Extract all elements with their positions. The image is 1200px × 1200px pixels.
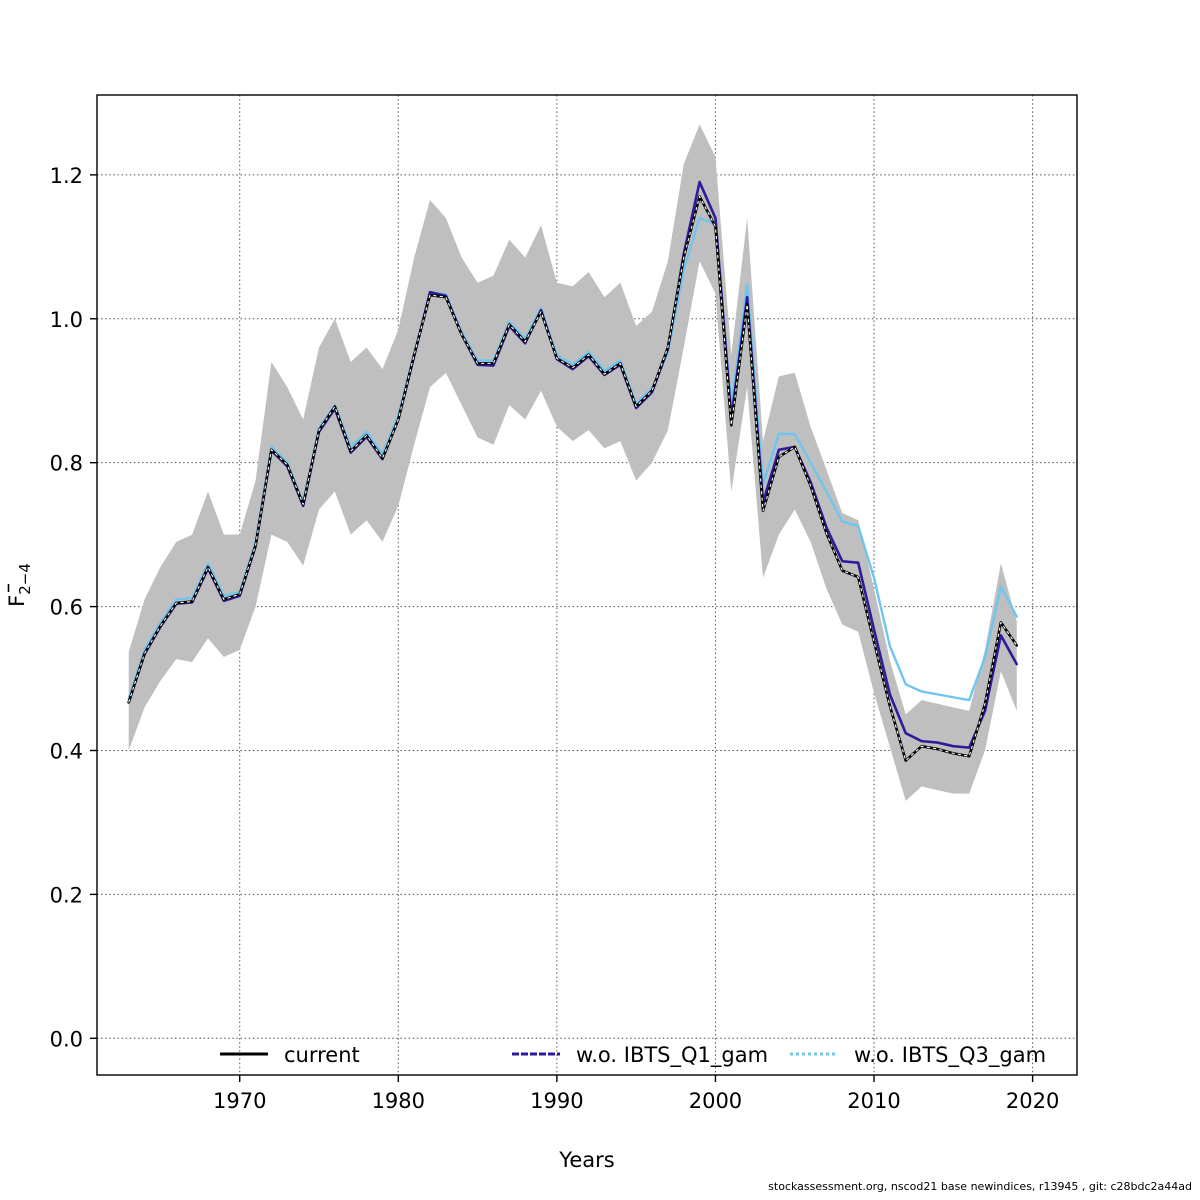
legend-label-3: w.o. IBTS_Q3_gam — [854, 1043, 1046, 1068]
y-tick-label: 0.6 — [50, 596, 83, 620]
series-group — [127, 180, 1019, 762]
x-tick-label: 2010 — [847, 1089, 900, 1113]
axis-frame-group — [96, 94, 1078, 1076]
x-axis-title: Years — [558, 1148, 614, 1172]
axis-labels-group: Years F2−4 stockassessment.org, nscod21 ba… — [5, 563, 1192, 1193]
legend-label-1: current — [284, 1043, 360, 1067]
series-line-w-o-ibts-q3-gam — [127, 216, 1018, 702]
series-line-current-dash-overlay — [128, 195, 1018, 762]
y-tick-label: 1.2 — [50, 164, 83, 188]
y-axis-title: F2−4 — [5, 563, 34, 607]
x-tick-label: 1990 — [530, 1089, 583, 1113]
y-axis-title-text: F2−4 — [5, 563, 34, 607]
tick-group: 0.0 0.2 0.4 0.6 0.8 1.0 1.2 1970 1980 1990 2000 201… — [50, 164, 1060, 1113]
confidence-interval-band — [128, 124, 1017, 801]
confidence-band-group — [128, 124, 1017, 801]
legend-label-2: w.o. IBTS_Q1_gam — [576, 1043, 768, 1068]
x-tick-label: 1980 — [372, 1089, 425, 1113]
x-tick-label: 2000 — [689, 1089, 742, 1113]
y-axis-title-base: F — [5, 595, 29, 607]
axes-frame — [96, 94, 1078, 1076]
y-axis-title-subscript: 2−4 — [16, 563, 34, 595]
y-tick-label: 0.2 — [50, 883, 83, 907]
figure-caption: stockassessment.org, nscod21 base newind… — [768, 1180, 1192, 1193]
y-tick-label: 0.0 — [50, 1027, 83, 1051]
y-tick-label: 1.0 — [50, 308, 83, 332]
y-tick-label: 0.8 — [50, 452, 83, 476]
x-tick-label: 1970 — [213, 1089, 266, 1113]
y-tick-label: 0.4 — [50, 739, 83, 763]
x-tick-label: 2020 — [1006, 1089, 1059, 1113]
legend-group: current w.o. IBTS_Q1_gam w.o. IBTS_Q3_gam — [220, 1043, 1046, 1068]
